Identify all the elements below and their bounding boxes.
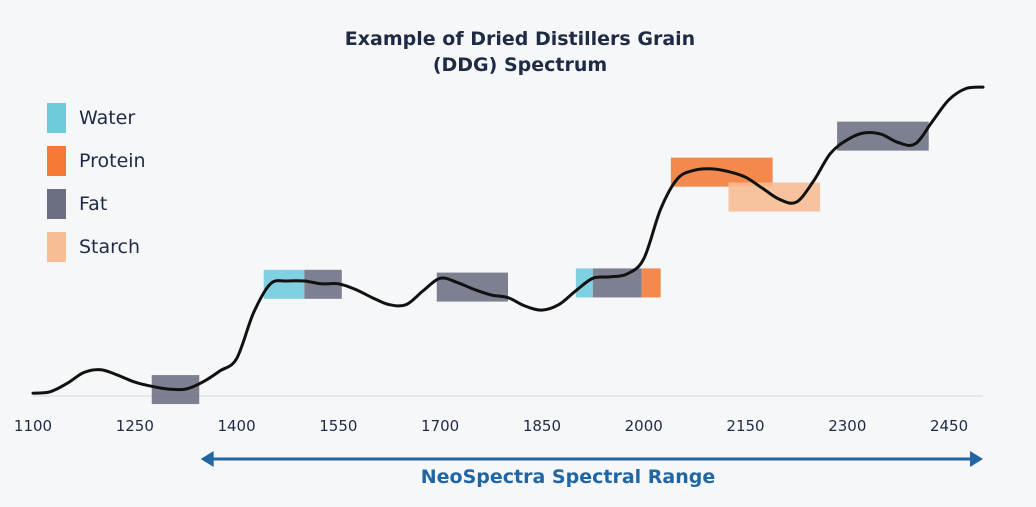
band-fat-5 [592,268,642,298]
legend-swatch-fat [47,188,66,219]
x-tick-label-2450: 2450 [930,417,968,435]
x-tick-label-2150: 2150 [726,417,764,435]
x-tick-label-2300: 2300 [828,417,866,435]
range-arrow-right-head [970,451,983,467]
x-tick-label-2000: 2000 [625,417,663,435]
x-tick-label-1700: 1700 [421,417,459,435]
spectrum-line [31,85,985,395]
legend-item-water: Water [47,96,146,139]
legend-swatch-starch [47,231,66,262]
chart-title: Example of Dried Distillers Grain [344,28,696,50]
x-tick-label-1850: 1850 [523,417,561,435]
legend-label-protein: Protein [79,149,146,172]
x-tick-label-1400: 1400 [217,417,255,435]
chart-subtitle: (DDG) Spectrum [432,54,608,76]
legend-item-fat: Fat [47,182,146,225]
legend-item-protein: Protein [47,139,146,182]
legend-swatch-water [47,102,66,133]
spectral-range-label: NeoSpectra Spectral Range [420,466,716,488]
range-arrow-left-head [200,451,214,467]
x-tick-label-1100: 1100 [14,417,52,435]
band-protein-6 [641,268,661,298]
legend-swatch-protein [47,145,66,176]
legend-item-starch: Starch [47,225,146,268]
x-tick-label-1550: 1550 [319,417,357,435]
x-tick-label-1250: 1250 [116,417,154,435]
legend: Water Protein Fat Starch [47,96,146,268]
legend-label-fat: Fat [79,192,108,215]
legend-label-water: Water [79,106,136,129]
legend-label-starch: Starch [79,235,141,258]
